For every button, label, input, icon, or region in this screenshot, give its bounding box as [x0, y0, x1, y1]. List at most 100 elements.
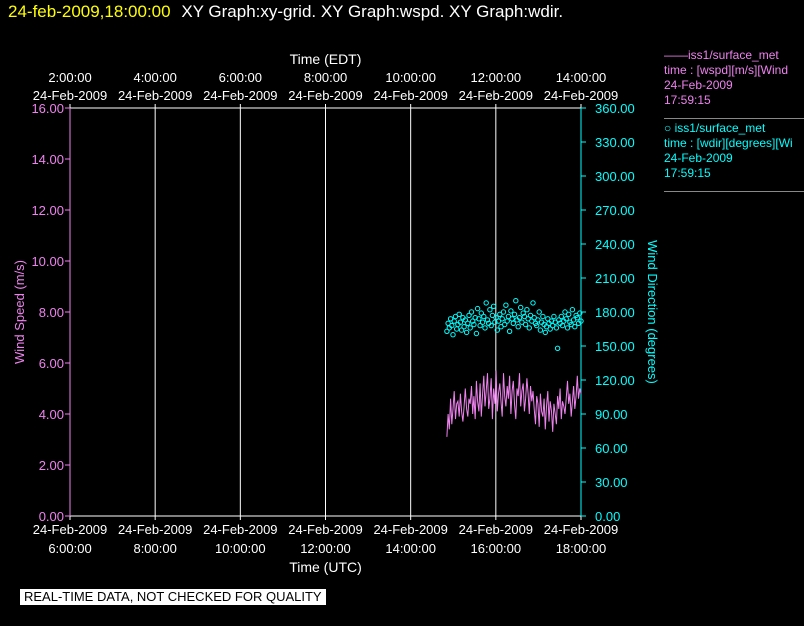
series-wdir-point: [497, 311, 503, 317]
legend-wdir-variable: time : [wdir][degrees][Wi: [664, 136, 793, 150]
series-wdir-point: [530, 300, 536, 306]
series-wdir-point: [458, 327, 465, 333]
right-y-tick-label: 300.00: [595, 169, 635, 184]
series-wdir-point: [494, 327, 500, 333]
bottom-x-tick-label: 24-Feb-2009: [373, 522, 447, 537]
series-wdir-point: [476, 316, 482, 322]
series-wdir-point: [553, 325, 560, 331]
series-wdir-point: [495, 318, 502, 324]
legend-wspd: ——iss1/surface_met time : [wspd][m/s][Wi…: [664, 48, 804, 108]
series-wdir-point: [454, 326, 460, 332]
bottom-x-tick-label: 18:00:00: [556, 541, 607, 556]
top-x-tick-label: 14:00:00: [556, 70, 607, 85]
left-y-tick-label: 4.00: [39, 407, 64, 422]
left-axis-title: Wind Speed (m/s): [12, 260, 27, 364]
series-wdir-point: [499, 316, 505, 322]
series-wdir-point: [526, 325, 532, 331]
legend-wspd-date: 24-Feb-2009: [664, 78, 733, 92]
legend-wdir: ○ iss1/surface_met time : [wdir][degrees…: [664, 121, 804, 181]
series-wdir-point: [510, 320, 516, 326]
series-wdir-point: [535, 317, 541, 323]
series-wdir-point: [518, 304, 524, 311]
left-y-tick-label: 10.00: [31, 254, 64, 269]
legend-wdir-time: 17:59:15: [664, 166, 711, 180]
series-wdir-point: [466, 312, 472, 319]
left-y-tick-label: 12.00: [31, 203, 64, 218]
legend-wdir-title: ○ iss1/surface_met: [664, 121, 804, 136]
series-wdir-point: [488, 322, 494, 329]
series-wdir-point: [578, 318, 584, 324]
series-wdir-point: [465, 320, 471, 326]
top-x-tick-label: 24-Feb-2009: [203, 88, 277, 103]
series-wdir-point: [483, 300, 489, 306]
top-x-tick-label: 12:00:00: [471, 70, 522, 85]
legend-wdir-date: 24-Feb-2009: [664, 151, 733, 165]
series-wdir-point: [509, 316, 515, 322]
right-y-tick-label: 60.00: [595, 441, 628, 456]
top-x-tick-label: 24-Feb-2009: [373, 88, 447, 103]
bottom-x-tick-label: 24-Feb-2009: [288, 522, 362, 537]
right-y-tick-label: 330.00: [595, 135, 635, 150]
series-wdir-point: [542, 329, 548, 336]
legend-marker-swatch: ○: [664, 121, 675, 135]
series-wdir-point: [456, 311, 462, 317]
series-wdir-point: [502, 321, 508, 328]
series-wdir-point: [508, 308, 514, 314]
bottom-x-tick-label: 14:00:00: [385, 541, 436, 556]
top-x-tick-label: 24-Feb-2009: [33, 88, 107, 103]
top-x-tick-label: 24-Feb-2009: [288, 88, 362, 103]
series-wdir-point: [468, 309, 475, 315]
series-wdir-point: [487, 307, 493, 313]
series-wdir-point: [511, 311, 518, 317]
right-y-tick-label: 0.00: [595, 509, 620, 524]
right-axis-title: Wind Direction (degrees): [645, 240, 660, 384]
series-wdir-point: [479, 319, 486, 325]
series-wdir-point: [450, 332, 456, 338]
right-y-tick-label: 150.00: [595, 339, 635, 354]
top-x-tick-label: 24-Feb-2009: [544, 88, 618, 103]
left-y-tick-label: 16.00: [31, 101, 64, 116]
legend-wdir-source: iss1/surface_met: [674, 121, 766, 135]
right-y-tick-label: 210.00: [595, 271, 635, 286]
bottom-x-tick-label: 6:00:00: [48, 541, 91, 556]
series-wdir-point: [569, 307, 576, 313]
bottom-x-tick-label: 24-Feb-2009: [33, 522, 107, 537]
series-wdir-point: [562, 309, 568, 315]
top-x-tick-label: 24-Feb-2009: [118, 88, 192, 103]
right-y-tick-label: 270.00: [595, 203, 635, 218]
left-y-tick-label: 14.00: [31, 152, 64, 167]
top-x-tick-label: 10:00:00: [385, 70, 436, 85]
right-y-tick-label: 90.00: [595, 407, 628, 422]
left-y-tick-label: 2.00: [39, 458, 64, 473]
series-wdir-point: [540, 313, 546, 320]
bottom-x-tick-label: 24-Feb-2009: [544, 522, 618, 537]
series-wdir-point: [527, 312, 534, 319]
bottom-axis-title: Time (UTC): [289, 559, 362, 575]
top-x-tick-label: 6:00:00: [219, 70, 262, 85]
series-wdir-point: [550, 322, 556, 329]
legend-wspd-variable: time : [wspd][m/s][Wind: [664, 63, 789, 77]
quality-disclaimer: REAL-TIME DATA, NOT CHECKED FOR QUALITY: [20, 589, 326, 605]
series-wdir-point: [515, 324, 521, 330]
series-wdir-point: [534, 322, 540, 329]
series-wdir-point: [536, 309, 542, 315]
series-wdir-point: [505, 313, 512, 320]
series-wdir-point: [566, 311, 572, 317]
top-x-tick-label: 8:00:00: [304, 70, 347, 85]
bottom-x-tick-label: 16:00:00: [471, 541, 522, 556]
series-wdir-point: [477, 322, 483, 329]
series-wdir-point: [574, 315, 580, 321]
series-wdir-point: [484, 317, 491, 323]
legend-line-swatch: ——: [664, 48, 688, 62]
series-wdir-point: [504, 318, 510, 324]
series-wdir-point: [474, 305, 481, 312]
series-wdir-point: [556, 317, 562, 323]
legend-wspd-source: iss1/surface_met: [688, 48, 779, 62]
series-wdir-point: [481, 313, 487, 320]
series-wdir-point: [524, 307, 530, 313]
series-wdir-point: [470, 318, 476, 324]
series-wdir-point: [482, 325, 488, 331]
series-wspd-line: [446, 370, 582, 437]
series-wdir-point: [551, 313, 557, 320]
